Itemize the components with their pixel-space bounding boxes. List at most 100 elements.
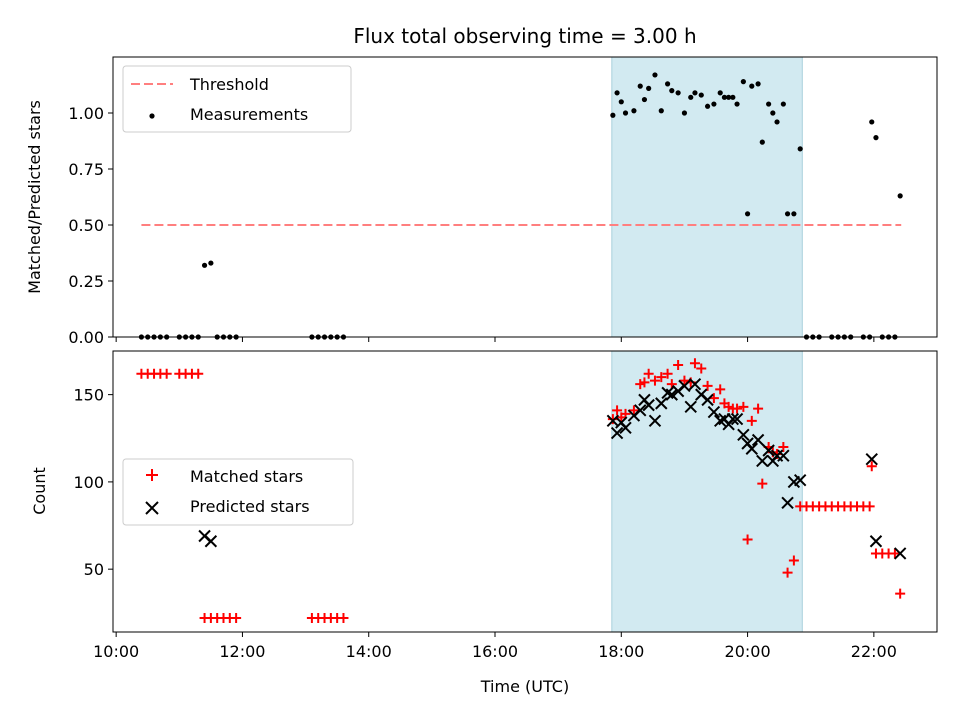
matched-star-point: [338, 613, 349, 624]
measurement-point: [698, 92, 704, 98]
matched-star-point: [782, 567, 793, 578]
bottom-panel: 50 100 150 10:00 12:00 14:00 16:00 18:00 20:00 2…: [30, 350, 938, 696]
matched-star-point: [866, 461, 877, 472]
measurement-point: [766, 101, 772, 107]
measurement-point: [692, 90, 698, 96]
measurement-point: [669, 88, 675, 94]
matched-star-points: [136, 358, 906, 624]
matched-star-point: [639, 377, 650, 388]
measurement-point: [726, 94, 732, 100]
measurement-point: [780, 101, 786, 107]
y-tick-label-top: 0.00: [68, 328, 104, 347]
measurement-point: [652, 72, 658, 78]
measurement-point: [641, 96, 648, 103]
matched-star-point: [643, 368, 654, 379]
measurement-point: [740, 79, 746, 85]
predicted-star-point: [893, 547, 907, 560]
legend-bottom-box: [122, 458, 354, 526]
matched-star-point: [649, 375, 660, 386]
predicted-star-point: [701, 393, 714, 407]
matched-star-point: [757, 478, 768, 489]
matched-star-point: [778, 441, 789, 452]
matched-star-point: [864, 501, 875, 512]
predicted-star-point: [648, 414, 662, 428]
matched-star-point: [738, 401, 749, 412]
top-y-axis-label: Matched/Predicted stars: [25, 100, 44, 294]
y-tick-label-bottom: 50: [84, 560, 104, 579]
x-tick-label: 20:00: [725, 642, 771, 661]
measurement-point: [717, 90, 723, 96]
predicted-star-point: [762, 444, 775, 457]
legend-top-box: [122, 65, 352, 133]
predicted-star-point: [737, 428, 750, 441]
predicted-star-point: [777, 449, 790, 462]
measurement-point: [631, 108, 637, 114]
predicted-star-point: [610, 426, 624, 440]
predicted-star-point: [642, 398, 655, 412]
measurement-point: [610, 112, 616, 118]
x-tick-label: 12:00: [219, 642, 265, 661]
measurement-point: [664, 81, 671, 87]
y-tick-label-top: 1.00: [68, 104, 104, 123]
matched-star-point: [612, 405, 623, 416]
legend-threshold-label: Threshold: [189, 75, 269, 94]
legend-predicted-swatch: [145, 501, 159, 515]
measurement-point: [201, 262, 208, 268]
predicted-star-point: [793, 473, 807, 487]
legend-measurements-label: Measurements: [190, 105, 308, 124]
predicted-star-point: [869, 535, 883, 548]
matched-star-point: [656, 372, 667, 383]
matched-star-point: [702, 380, 713, 391]
observing-window-shade-bottom: [611, 350, 803, 633]
matched-star-point: [895, 588, 906, 599]
x-ticks-bottom: 10:00 12:00 14:00 16:00 18:00 20:00 22:00: [93, 632, 897, 661]
y-ticks-bottom: 50 100 150: [73, 386, 113, 579]
observing-window-shade-top: [611, 56, 803, 338]
y-tick-label-top: 0.25: [68, 272, 104, 291]
matched-star-point: [715, 384, 726, 395]
measurement-point: [614, 90, 620, 96]
y-tick-label-top: 0.75: [68, 160, 104, 179]
y-ticks-top: 0.00 0.25 0.50 0.75 1.00: [68, 104, 113, 347]
top-axes-frame: [112, 56, 938, 338]
x-axis-label: Time (UTC): [480, 677, 569, 696]
matched-star-point: [628, 405, 639, 416]
measurement-point: [755, 81, 761, 87]
measurement-point: [646, 85, 652, 91]
measurement-point: [681, 110, 688, 116]
measurement-point: [791, 211, 797, 217]
measurement-point: [208, 260, 214, 266]
measurement-point: [759, 139, 765, 145]
matched-star-point: [889, 548, 900, 559]
predicted-star-point: [865, 453, 878, 466]
measurement-point: [658, 108, 664, 114]
predicted-star-point: [634, 404, 647, 417]
predicted-star-point: [707, 405, 721, 419]
predicted-star-point: [665, 388, 679, 401]
measurement-point: [869, 119, 875, 125]
matched-star-point: [696, 363, 707, 374]
measurement-point: [637, 83, 643, 89]
legend-predicted-label: Predicted stars: [190, 497, 310, 516]
measurement-point: [675, 90, 681, 96]
matched-star-point: [607, 414, 618, 425]
legend-measurements-swatch: [149, 113, 155, 119]
measurement-point: [873, 135, 879, 141]
predicted-star-point: [684, 400, 697, 414]
matched-star-point: [689, 358, 700, 369]
predicted-star-point: [745, 442, 758, 455]
legend-matched-label: Matched stars: [190, 467, 303, 486]
measurement-point: [749, 83, 755, 89]
bottom-y-axis-label: Count: [30, 467, 49, 515]
matched-star-point: [788, 555, 799, 566]
measurement-point: [704, 103, 711, 109]
predicted-star-point: [781, 496, 794, 510]
matched-star-point: [231, 613, 242, 624]
x-tick-label: 16:00: [472, 642, 518, 661]
predicted-star-point: [751, 433, 765, 447]
measurement-point: [797, 146, 803, 152]
measurement-point: [734, 101, 740, 107]
predicted-star-points: [198, 377, 907, 560]
measurement-point: [730, 94, 736, 100]
